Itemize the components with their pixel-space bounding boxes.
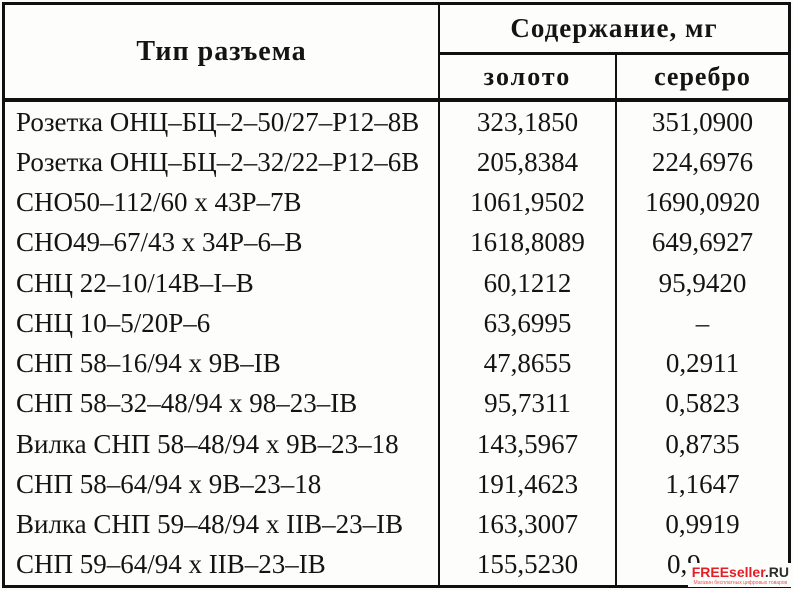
table-cell-gold: 47,8655 <box>438 343 615 384</box>
table-cell-gold: 191,4623 <box>438 464 615 505</box>
table-cell-type: Вилка СНП 59–48/94 х IIВ–23–IВ <box>16 509 404 540</box>
table-cell-silver: – <box>615 303 788 344</box>
table-cell-gold: 1618,8089 <box>438 222 615 263</box>
column-header-silver: серебро <box>615 55 788 102</box>
table-cell-gold: 323,1850 <box>438 102 615 143</box>
table-cell-type: СНП 58–64/94 х 9В–23–18 <box>16 468 322 499</box>
table-cell-gold: 163,3007 <box>438 504 615 545</box>
table-cell-gold: 143,5967 <box>438 424 615 465</box>
watermark-brand-name: FREEseller <box>691 564 765 581</box>
table-cell-gold: 60,1212 <box>438 263 615 304</box>
table-cell-silver: 95,9420 <box>615 263 788 304</box>
table-cell-silver: 0,9919 <box>615 504 788 545</box>
table-cell-gold: 1061,9502 <box>438 182 615 223</box>
watermark-tagline: Магазин бесплатных цифровых товаров <box>693 579 788 586</box>
table-cell-type: СНЦ 10–5/20Р–6 <box>16 307 211 338</box>
table-cell-silver: 1,1647 <box>615 464 788 505</box>
table-cell-silver: 224,6976 <box>615 142 788 183</box>
watermark-brand-tld: .RU <box>764 564 789 581</box>
column-header-content-mg: Содержание, мг <box>438 5 788 55</box>
table-cell-type: СНП 59–64/94 х IIВ–23–IВ <box>16 549 326 580</box>
table-cell-gold: 95,7311 <box>438 383 615 424</box>
table-cell-silver: 0,8735 <box>615 424 788 465</box>
column-header-gold: золото <box>438 55 615 102</box>
table-cell-type: СНП 58–32–48/94 х 98–23–IВ <box>16 388 358 419</box>
table-cell-gold: 63,6995 <box>438 303 615 344</box>
table-cell-type: Вилка СНП 58–48/94 х 9В–23–18 <box>16 428 399 459</box>
table-cell-type: СНО50–112/60 х 43Р–7В <box>16 187 302 218</box>
table-cell-silver: 0,5823 <box>615 383 788 424</box>
table-cell-type: Розетка ОНЦ–БЦ–2–32/22–Р12–6В <box>16 146 420 177</box>
column-header-connector-type: Тип разъема <box>5 5 438 102</box>
table-cell-gold: 205,8384 <box>438 142 615 183</box>
table-cell-silver: 0,2911 <box>615 343 788 384</box>
watermark-brand: FREEseller.RU <box>692 565 789 580</box>
table-cell-type: СНО49–67/43 х 34Р–6–В <box>16 227 303 258</box>
table-cell-type: СНЦ 22–10/14В–I–В <box>16 267 254 298</box>
table-cell-type: Розетка ОНЦ–БЦ–2–50/27–Р12–8В <box>16 106 420 137</box>
table-cell-silver: 1690,0920 <box>615 182 788 223</box>
table-cell-type: СНП 58–16/94 х 9В–IВ <box>16 348 281 379</box>
table-cell-silver: 351,0900 <box>615 102 788 143</box>
watermark-freeseller: FREEseller.RU Магазин бесплатных цифровы… <box>687 563 792 587</box>
table-cell-gold: 155,5230 <box>438 544 615 585</box>
table-cell-silver: 649,6927 <box>615 222 788 263</box>
